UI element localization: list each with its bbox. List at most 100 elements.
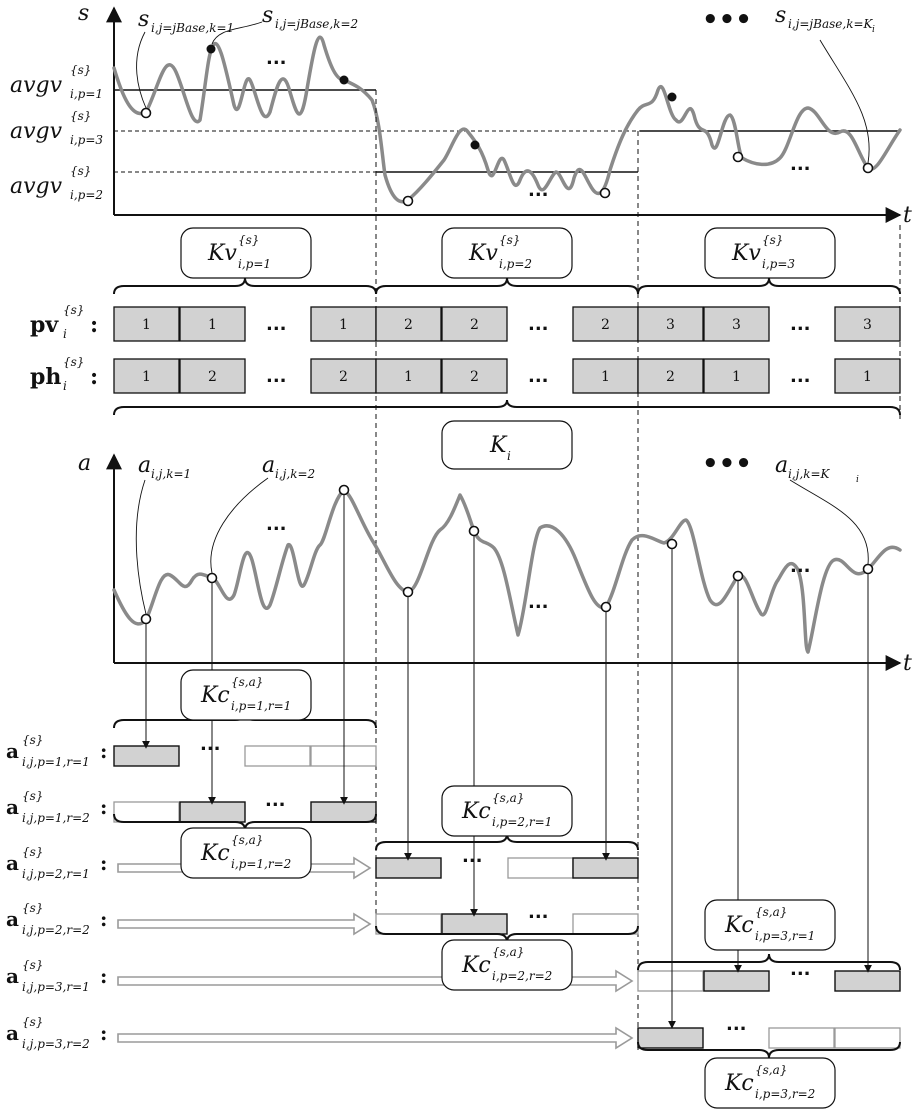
s-k1-point [140,107,152,119]
svg-text:pv: pv [30,312,59,338]
hollow-arrow [117,912,372,936]
ph-cell-value: 1 [404,369,413,385]
svg-text:{s}: {s} [22,733,43,747]
a-cell-empty [572,913,639,935]
svg-text:{s}: {s} [22,1015,43,1029]
ph-cell [703,358,770,394]
svg-text:{s}: {s} [70,109,91,123]
svg-text:K: K [489,433,508,458]
svg-text:{s}: {s} [63,303,84,317]
avg-label-p1: avgv {s} i,p=1 [10,63,103,101]
a-k2-point [206,572,218,584]
svg-text::: : [100,1021,107,1045]
svg-text:i,j=jBase,k=2: i,j=jBase,k=2 [275,17,358,31]
s-k1-annotation: s i,j=jBase,k=1 [138,7,234,35]
svg-text:avgv: avgv [10,73,63,98]
a-ellipsis: ... [790,556,811,577]
svg-text:i,j,p=2,r=1: i,j,p=2,r=1 [22,867,90,881]
svg-text:s: s [775,3,786,28]
a-row-ellipsis: ... [200,734,221,755]
a-cell-empty [244,745,311,767]
svg-text:i: i [63,379,67,393]
ph-cell [834,358,901,394]
a-k1-point [140,613,152,625]
svg-text:{s,a}: {s,a} [492,945,524,959]
pv-cell [179,306,246,342]
ph-cell [375,358,442,394]
pv-cell-value: 1 [142,317,151,333]
s-point [402,195,414,207]
a-row-ellipsis: ... [726,1014,747,1035]
svg-text:Kc: Kc [200,683,230,708]
svg-text:i: i [63,327,67,341]
ki-box: K i [441,420,573,470]
kc-brace-p3-r1 [637,953,901,971]
svg-text:i,p=3,r=1: i,p=3,r=1 [755,929,815,943]
ph-cell-value: 2 [208,369,217,385]
s-ellipsis: ... [790,154,811,175]
svg-text:i,p=3,r=2: i,p=3,r=2 [755,1087,815,1101]
ph-ellipsis: ... [790,366,811,387]
ph-ellipsis: ... [528,366,549,387]
pv-cell-value: 1 [208,317,217,333]
a-k2-annotation: a i,j,k=2 [262,453,315,481]
svg-text:{s}: {s} [238,233,259,247]
pv-cell-value: 3 [732,317,741,333]
a-cell-filled [834,970,901,992]
pv-cell [703,306,770,342]
svg-text:i,p=1,r=1: i,p=1,r=1 [231,699,291,713]
pv-cell-value: 2 [404,317,413,333]
svg-text:Kc: Kc [724,1071,754,1096]
svg-text:Kc: Kc [461,953,491,978]
ph-cell [441,358,508,394]
a-row-ellipsis: ... [790,959,811,980]
svg-text:Kv: Kv [731,241,761,266]
svg-text:i,p=1: i,p=1 [70,87,103,101]
a-row-label: a {s} i,j,p=2,r=1: [6,845,107,881]
svg-text:Kc: Kc [724,913,754,938]
s-panel: s t avgv {s} i,p=1 avgv {s} i,p=3 avgv {… [10,1,912,228]
kc-box: Kc{s,a} i,p=3,r=1 [704,899,836,951]
a-point [732,570,744,582]
s-kKi-leader [819,39,870,164]
svg-text:ph: ph [30,364,61,390]
s-signal-curve [112,35,902,204]
avg-label-p2: avgv {s} i,p=2 [10,164,103,202]
a-cell-empty [375,913,442,935]
svg-text:a: a [775,453,788,478]
a-row-labels: a {s}i,j,p=1,r=1:a {s}i,j,p=1,r=2:a {s}i,j,… [6,733,107,1051]
a-cell-filled [572,857,639,879]
s-big-ellipsis: ••• [702,5,752,35]
svg-text:{s,a}: {s,a} [231,675,263,689]
svg-text:a: a [6,907,19,931]
hollow-arrow [117,1026,634,1050]
a-row-ellipsis: ... [528,902,549,923]
svg-text:s: s [138,7,149,32]
a-point [338,484,350,496]
ph-cell [572,358,639,394]
svg-text:{s,a}: {s,a} [755,905,787,919]
s-k2-annotation: s i,j=jBase,k=2 [262,3,358,31]
svg-text:Kc: Kc [461,799,491,824]
a-cell-empty [507,857,574,879]
a-ellipsis: ... [266,514,287,535]
pv-cell-value: 1 [339,317,348,333]
s-point [599,187,611,199]
ph-cell [310,358,377,394]
svg-text:a: a [6,1021,19,1045]
ph-cell [113,358,180,394]
kc-box: Kc{s,a} i,p=2,r=1 [441,785,573,837]
pv-cell [834,306,901,342]
ph-row: ph {s} i : 1 2 2 1 2 1 2 1 1 ... ... ... [30,355,901,394]
svg-text:i,j,p=3,r=2: i,j,p=3,r=2 [22,1037,90,1051]
svg-text::: : [100,907,107,931]
s-ellipsis: ... [266,48,287,69]
s-kKi-annotation: s i,j=jBase,k=K i [775,3,875,35]
pv-cell-value: 2 [470,317,479,333]
svg-text:i,j,p=3,r=1: i,j,p=3,r=1 [22,980,90,994]
s-point [339,75,349,85]
svg-text:a: a [262,453,275,478]
ph-cell [179,358,246,394]
svg-text:i,p=1: i,p=1 [238,257,271,271]
